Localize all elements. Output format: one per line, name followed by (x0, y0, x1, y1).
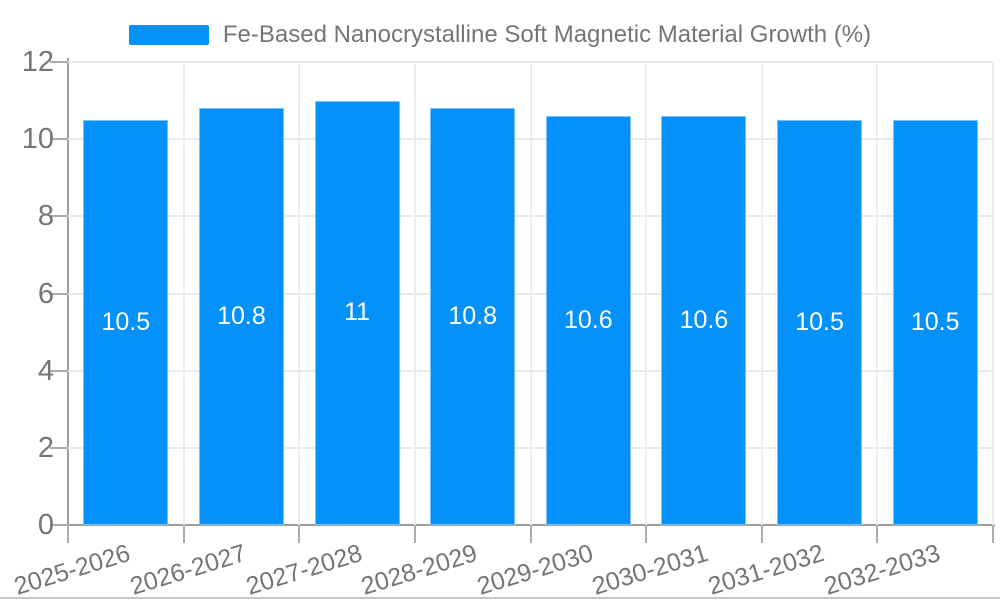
x-axis-tick (529, 525, 532, 543)
bar-value-label: 10.5 (795, 307, 844, 336)
bar[interactable]: 10.5 (83, 119, 169, 525)
x-axis-tick (67, 525, 69, 543)
y-axis-tick (50, 369, 68, 372)
bar[interactable]: 10.5 (777, 119, 863, 525)
bar[interactable]: 10.6 (545, 116, 631, 525)
bar-value-label: 10.8 (448, 302, 498, 331)
y-tick-label: 2 (37, 431, 54, 464)
x-tick-label: 2031-2032 (704, 539, 828, 600)
x-tick-label: 2028-2029 (358, 539, 481, 600)
x-axis-tick (182, 525, 185, 543)
gridline-vertical (298, 62, 301, 525)
x-axis-tick (876, 525, 879, 543)
gridline-vertical (182, 62, 185, 525)
bar-value-label: 10.5 (910, 307, 960, 336)
x-axis-line (68, 524, 995, 526)
legend-item[interactable]: Fe-Based Nanocrystalline Soft Magnetic M… (0, 18, 1000, 52)
x-tick-label: 2029-2030 (473, 539, 597, 600)
plot-area: 10.5 10.8 11 10.8 10.6 10.6 10.5 10.5 (68, 61, 994, 525)
y-tick-label: 12 (21, 46, 54, 78)
legend-swatch (128, 25, 209, 45)
bar[interactable]: 10.6 (661, 116, 747, 525)
legend-label: Fe-Based Nanocrystalline Soft Magnetic M… (222, 21, 872, 48)
bar-value-label: 10.5 (101, 307, 151, 336)
y-axis-tick (50, 524, 68, 526)
y-tick-label: 6 (37, 277, 54, 310)
y-axis-tick (50, 446, 68, 449)
y-tick-label: 10 (21, 123, 54, 156)
x-tick-label: 2027-2028 (242, 539, 365, 600)
bar[interactable]: 10.5 (892, 119, 978, 525)
y-axis-tick (50, 61, 68, 63)
gridline-vertical (876, 62, 879, 525)
gridline-vertical (413, 62, 416, 525)
gridline-vertical (760, 62, 763, 525)
bar-value-label: 11 (344, 298, 371, 327)
gridline-vertical (645, 62, 648, 525)
bar[interactable]: 10.8 (430, 108, 516, 525)
x-axis-tick (298, 525, 301, 543)
bar-value-label: 10.8 (217, 302, 266, 331)
y-axis-tick (50, 138, 68, 141)
x-axis-tick (760, 525, 763, 543)
x-axis-tick (413, 525, 416, 543)
x-tick-label: 2025-2026 (11, 539, 134, 600)
y-axis-line (67, 58, 69, 526)
bar-value-label: 10.6 (679, 306, 729, 335)
bar-value-label: 10.6 (563, 306, 613, 335)
gridline-vertical (992, 62, 994, 525)
x-axis-tick (992, 525, 994, 543)
bar[interactable]: 10.8 (198, 108, 284, 525)
y-axis-tick (50, 215, 68, 218)
y-tick-label: 0 (37, 509, 54, 541)
x-tick-label: 2026-2027 (126, 539, 250, 600)
y-tick-label: 8 (37, 200, 54, 233)
y-axis-tick (50, 292, 68, 295)
x-tick-label: 2030-2031 (589, 539, 712, 600)
x-axis-tick (645, 525, 648, 543)
y-tick-label: 4 (37, 354, 54, 387)
bar[interactable]: 11 (314, 100, 400, 525)
gridline-vertical (529, 62, 532, 525)
page-bottom-border (0, 597, 1000, 599)
x-tick-label: 2032-2033 (820, 539, 944, 600)
